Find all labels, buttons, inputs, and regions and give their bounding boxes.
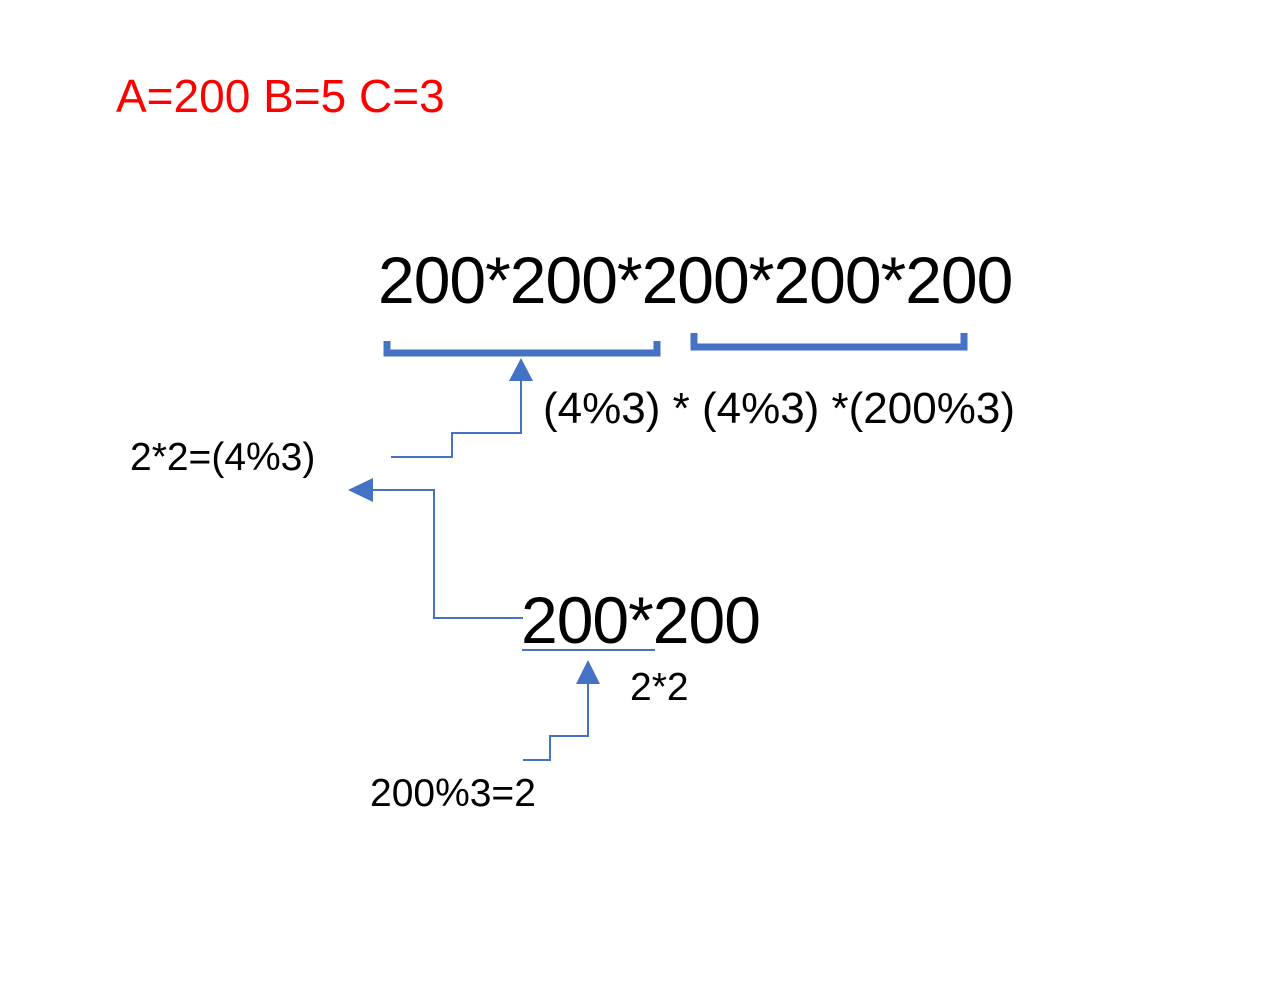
arrow-up-to-underline-icon <box>576 660 600 684</box>
arrow-up-to-bracket-icon <box>509 358 533 381</box>
connector-to-left-note <box>372 489 523 619</box>
connector-to-underline <box>523 682 589 761</box>
modulo-expression: (4%3) * (4%3) *(200%3) <box>543 384 1015 433</box>
left-note: 2*2=(4%3) <box>130 436 316 479</box>
sub-note: 2*2 <box>630 666 689 709</box>
arrow-left-to-note-icon <box>348 478 373 502</box>
main-expression: 200*200*200*200*200 <box>378 243 1013 317</box>
sub-expression: 200*200 <box>521 583 761 657</box>
bottom-note: 200%3=2 <box>370 772 536 815</box>
connector-to-bracket <box>391 380 522 458</box>
right-bracket <box>690 333 968 351</box>
parameters-label: A=200 B=5 C=3 <box>116 70 445 122</box>
left-bracket <box>383 341 661 357</box>
